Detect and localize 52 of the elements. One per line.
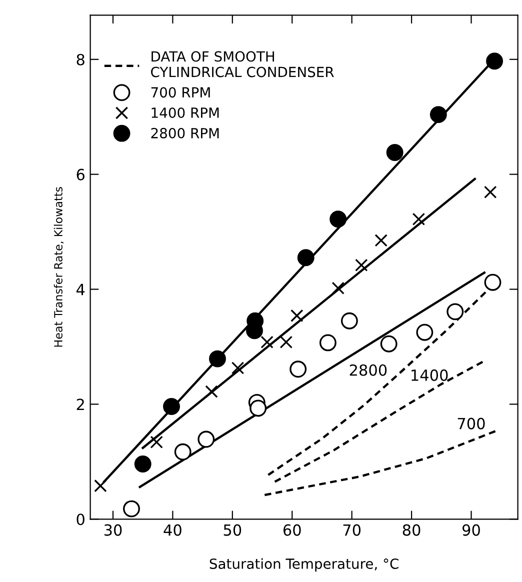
y-axis-title: Heat Transfer Rate, Kilowatts [54,187,64,347]
point [446,303,464,320]
point [484,186,497,199]
legend-label: 1400 RPM [152,108,219,118]
point [340,312,358,330]
point [150,436,163,449]
point [290,309,304,322]
point [205,385,218,398]
legend-label: DATA OF SMOOTH CYLINDRICAL CONDENSER [151,51,334,78]
point [374,234,388,247]
point [123,500,140,518]
x-tick-label: 90 [462,524,480,536]
legend-label: 700 RPM [151,87,210,98]
annotation: 700 [458,418,485,430]
point [354,258,368,272]
annotation: 2800 [350,364,387,376]
point [319,334,336,352]
y-tick-label: 8 [76,54,84,66]
point [94,479,107,492]
point [163,398,180,415]
point [260,336,274,349]
point [250,400,267,417]
point [297,249,314,266]
point [484,274,502,291]
y-tick-label: 0 [76,514,84,526]
x-tick-label: 40 [164,524,182,536]
y-tick-label: 6 [76,168,84,180]
y-tick-label: 4 [76,284,85,296]
point [486,52,504,70]
point [386,144,404,161]
annotation: 1400 [412,369,448,381]
point [280,336,293,349]
point [332,282,344,295]
point [231,362,244,374]
legend-label: 2800 RPM [151,128,219,138]
point [290,360,307,378]
point [198,430,215,448]
point [134,456,152,472]
point [209,350,226,368]
point [412,212,426,226]
point [380,335,398,352]
point [174,443,192,460]
point [430,106,447,124]
x-tick-label: 70 [343,524,361,536]
y-tick-label: 2 [76,398,84,410]
x-tick-label: 60 [283,524,301,536]
point [416,324,434,341]
point [330,210,347,228]
x-tick-label: 80 [402,524,420,536]
x-tick-label: 30 [104,524,122,536]
x-axis-title: Saturation Temperature, °C [210,558,398,572]
x-tick-label: 50 [224,524,242,536]
